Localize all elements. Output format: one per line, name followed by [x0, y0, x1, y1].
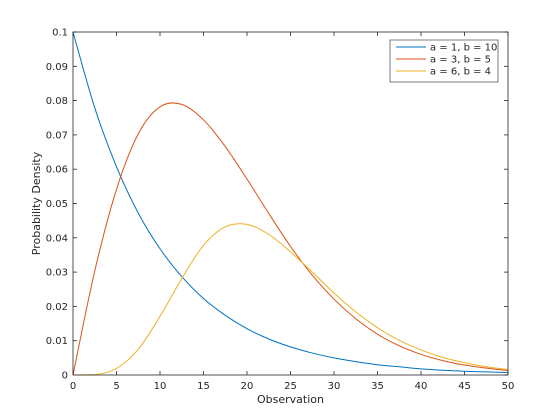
y-tick-label: 0.03 — [46, 268, 68, 279]
ticks-group: 0 5 10 15 20 25 30 35 40 45 50 0 0.01 0.02 0.03 0.04 0.0… — [46, 28, 515, 393]
y-tick-label: 0.08 — [46, 96, 68, 107]
x-tick-label: 5 — [113, 381, 119, 392]
y-tick-label: 0.02 — [46, 302, 68, 313]
legend: a = 1, b = 10a = 3, b = 5a = 6, b = 4 — [389, 39, 499, 83]
legend-label-1: a = 1, b = 10 — [430, 43, 497, 54]
y-axis-label: Probability Density — [30, 151, 43, 255]
y-tick-label: 0.01 — [46, 336, 68, 347]
plot-area-background — [73, 32, 508, 375]
legend-label-3: a = 6, b = 4 — [430, 67, 491, 78]
x-tick-label: 30 — [328, 381, 341, 392]
series-group — [72, 31, 509, 376]
x-tick-label: 35 — [371, 381, 384, 392]
x-tick-label: 40 — [415, 381, 428, 392]
y-tick-label: 0.04 — [46, 233, 68, 244]
x-tick-label: 20 — [241, 381, 254, 392]
series-line-1 — [72, 31, 509, 374]
x-tick-label: 25 — [284, 381, 297, 392]
x-tick-label: 10 — [154, 381, 167, 392]
legend-label-2: a = 3, b = 5 — [430, 55, 491, 66]
y-tick-label: 0.07 — [46, 130, 68, 141]
y-tick-label: 0.1 — [52, 28, 68, 39]
series-line-3 — [72, 223, 509, 376]
series-line-2 — [72, 102, 509, 376]
y-tick-label: 0.05 — [46, 199, 68, 210]
x-tick-label: 0 — [70, 381, 76, 392]
plot-frame — [72, 31, 509, 376]
x-axis-label: Observation — [257, 393, 324, 406]
x-tick-label: 45 — [458, 381, 471, 392]
x-tick-label: 50 — [502, 381, 515, 392]
y-tick-label: 0 — [62, 371, 68, 382]
y-tick-label: 0.06 — [46, 165, 68, 176]
y-tick-label: 0.09 — [46, 62, 68, 73]
x-tick-label: 15 — [197, 381, 210, 392]
